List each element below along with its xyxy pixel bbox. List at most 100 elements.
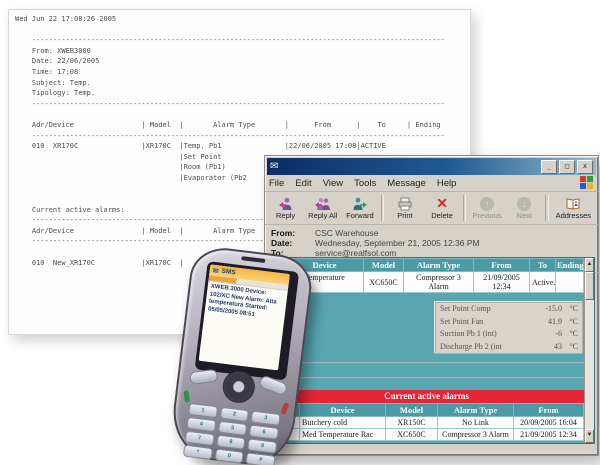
detail-name: Suction Pb 1 (int) <box>440 329 497 338</box>
reply-button[interactable]: Reply <box>267 193 304 223</box>
col-from: From <box>513 403 584 417</box>
detail-row: Set Point Comp -15.0 °C <box>436 303 582 316</box>
key-4[interactable]: 4 <box>186 416 217 433</box>
previous-label: Previous <box>472 211 502 220</box>
toolbar-separator <box>380 195 385 221</box>
delete-label: Delete <box>431 211 453 220</box>
col-from: From <box>473 258 530 272</box>
divider <box>269 362 584 363</box>
scroll-up-icon[interactable]: ▲ <box>585 258 594 272</box>
from-label: From: <box>271 228 296 238</box>
menu-file[interactable]: File <box>269 177 285 189</box>
col-alarm-type: Alarm Type <box>403 258 474 272</box>
scroll-down-icon[interactable]: ▼ <box>585 429 594 443</box>
email-window: ✉ _ □ x File Edit View Tools Message Hel… <box>264 155 599 456</box>
col-model: Model <box>385 403 438 417</box>
divider <box>269 377 584 378</box>
active-alarms-table: Adr Device Model Alarm Type From 101 But… <box>269 403 584 441</box>
reply-label: Reply <box>275 211 296 220</box>
message-body: Adr Device Model Alarm Type From To Endi… <box>268 257 595 444</box>
key-9[interactable]: 9 <box>247 438 278 454</box>
scrollbar-track[interactable] <box>585 300 594 429</box>
key-2[interactable]: 2 <box>219 406 250 423</box>
cell-device: Butchery cold <box>299 416 386 429</box>
current-active-alarms-banner: Current active alarms <box>269 390 584 403</box>
date-label: Date: <box>271 238 293 248</box>
cell-to: Active.. <box>529 271 556 293</box>
vertical-scrollbar[interactable]: ▲ ▼ <box>584 258 594 443</box>
key-7[interactable]: 7 <box>184 430 215 447</box>
title-bar[interactable]: ✉ _ □ x <box>267 158 596 175</box>
key-3[interactable]: 3 <box>250 410 281 426</box>
alarm-table-row: 102 Med Temperature Rack B XC650C Compre… <box>269 271 584 293</box>
to-value: service@realfsol.com <box>315 248 397 258</box>
print-label: Print <box>397 211 413 220</box>
cell-alarm-type: No Link <box>437 416 514 429</box>
menu-edit[interactable]: Edit <box>295 177 312 189</box>
forward-icon <box>352 196 368 211</box>
cell-device: Med Temperature Rac <box>299 428 386 441</box>
detail-unit: °C <box>569 341 578 351</box>
col-alarm-type: Alarm Type <box>437 403 514 417</box>
detail-name: Discharge Pb 2 (int <box>440 341 502 351</box>
key-1[interactable]: 1 <box>187 402 218 419</box>
envelope-icon: ✉ <box>270 160 279 172</box>
to-label: To: <box>271 248 284 258</box>
previous-button[interactable]: ↑ Previous <box>468 193 505 223</box>
next-label: Next <box>516 211 532 220</box>
addresses-button[interactable]: Addresses <box>551 193 596 223</box>
menu-tools[interactable]: Tools <box>354 177 377 189</box>
print-button[interactable]: Print <box>386 193 423 223</box>
menu-help[interactable]: Help <box>436 177 457 189</box>
key-5[interactable]: 5 <box>217 420 248 437</box>
detail-value: -15.0 <box>545 304 562 313</box>
active-alarm-row: 102 Med Temperature Rac XC650C Compresso… <box>269 428 584 441</box>
alarm-table-header-row: Adr Device Model Alarm Type From To Endi… <box>269 258 584 272</box>
active-alarm-row: 101 Butchery cold XR150C No Link 20/09/2… <box>269 416 584 429</box>
detail-row: Set Point Fan 41.9 °C <box>436 316 582 329</box>
scrollbar-thumb[interactable] <box>585 272 594 300</box>
col-model: Model <box>363 258 404 272</box>
detail-value: -6 <box>555 329 562 338</box>
date-value: Wednesday, September 21, 2005 12:36 PM <box>315 238 480 248</box>
toolbar-separator <box>544 195 549 221</box>
key-0[interactable]: 0 <box>214 448 245 464</box>
toolbar: Reply Reply All Forward Print <box>265 192 598 225</box>
detail-row: Discharge Pb 2 (int 43 °C <box>436 341 582 354</box>
cell-from: 21/09/2005 12:34 <box>473 271 530 293</box>
detail-value: 43 <box>554 341 562 351</box>
phone-screen: ✉ SMS XWEB 3000 Device: 102/XC New Alarm… <box>198 264 290 371</box>
forward-button[interactable]: Forward <box>341 193 378 223</box>
addresses-icon <box>565 196 581 211</box>
key-6[interactable]: 6 <box>249 424 280 440</box>
phone-keypad: 1 2 3 4 5 6 7 8 9 * 0 # <box>182 402 281 465</box>
reply-all-button[interactable]: Reply All <box>304 193 341 223</box>
key-8[interactable]: 8 <box>215 434 246 450</box>
reply-icon <box>278 196 294 211</box>
detail-unit: °C <box>569 329 578 338</box>
reply-all-label: Reply All <box>308 211 338 220</box>
forward-label: Forward <box>346 211 374 220</box>
cell-from: 21/09/2005 12:34 <box>513 428 584 441</box>
cell-alarm-type: Compressor 3 Alarm <box>437 428 514 441</box>
addresses-label: Addresses <box>555 211 592 220</box>
key-star[interactable]: * <box>182 444 213 460</box>
delete-button[interactable]: ✕ Delete <box>424 193 461 223</box>
next-button[interactable]: ↓ Next <box>506 193 543 223</box>
col-to: To <box>529 258 556 272</box>
next-icon: ↓ <box>517 196 532 211</box>
maximize-button[interactable]: □ <box>559 159 575 174</box>
menu-message[interactable]: Message <box>387 177 426 189</box>
cell-model: XC650C <box>363 271 404 293</box>
minimize-button[interactable]: _ <box>541 159 557 174</box>
menu-view[interactable]: View <box>322 177 344 189</box>
status-strip <box>268 445 595 452</box>
detail-unit: °C <box>569 316 578 326</box>
cell-ending <box>555 271 584 293</box>
key-hash[interactable]: # <box>245 452 276 465</box>
report-text: Wed Jun 22 17:08:26 2005 ---------------… <box>15 15 445 267</box>
outlook-express-logo-icon <box>580 176 594 190</box>
close-button[interactable]: x <box>577 159 593 174</box>
menu-bar: File Edit View Tools Message Help <box>265 175 598 192</box>
